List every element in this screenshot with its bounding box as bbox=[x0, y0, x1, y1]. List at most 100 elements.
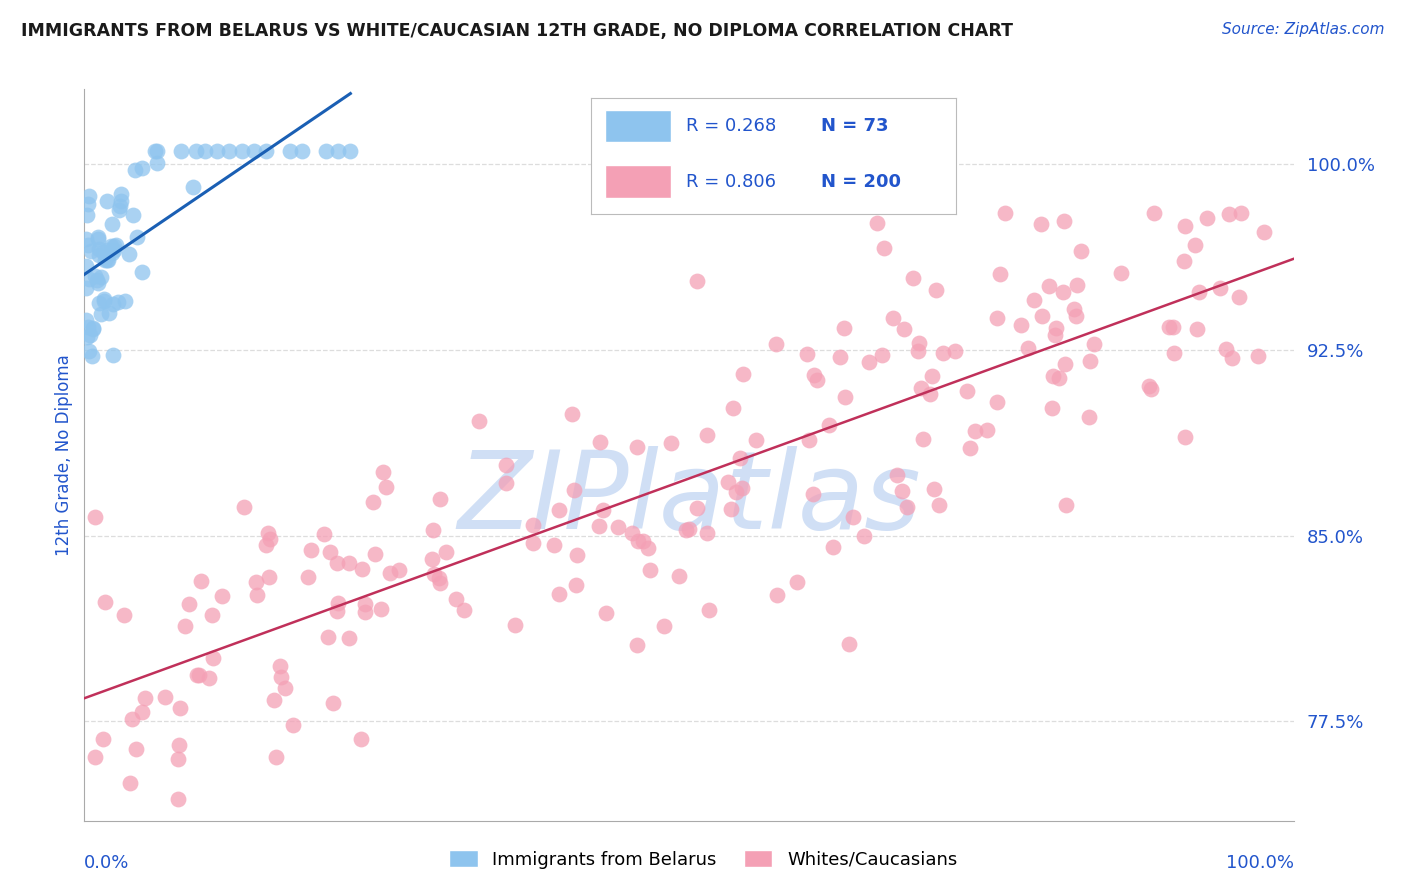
Point bbox=[1064, 310, 1087, 324]
Point bbox=[548, 587, 571, 601]
Point bbox=[1017, 341, 1039, 355]
Point bbox=[522, 517, 544, 532]
Point bbox=[565, 578, 588, 592]
Text: Source: ZipAtlas.com: Source: ZipAtlas.com bbox=[1222, 22, 1385, 37]
Point bbox=[548, 502, 571, 516]
Point bbox=[79, 328, 101, 343]
Point bbox=[233, 500, 256, 515]
Point bbox=[371, 465, 394, 479]
Point bbox=[592, 503, 614, 517]
Point bbox=[363, 495, 385, 509]
Point bbox=[89, 248, 111, 262]
Point bbox=[77, 197, 100, 211]
Point bbox=[678, 522, 700, 536]
Point bbox=[110, 198, 132, 212]
Point bbox=[1173, 254, 1195, 268]
Point bbox=[100, 239, 122, 253]
Point bbox=[627, 533, 650, 548]
Point bbox=[1077, 410, 1099, 425]
Text: 100.0%: 100.0% bbox=[1226, 854, 1294, 871]
Point bbox=[873, 241, 896, 255]
Point bbox=[429, 492, 451, 507]
Point bbox=[211, 589, 233, 603]
Point bbox=[207, 144, 229, 158]
Point bbox=[101, 297, 124, 311]
Point bbox=[181, 180, 204, 194]
Point bbox=[589, 434, 612, 449]
Point bbox=[620, 526, 643, 541]
Point bbox=[434, 545, 457, 559]
Point bbox=[75, 259, 97, 273]
Point bbox=[87, 232, 110, 246]
Legend: Immigrants from Belarus, Whites/Caucasians: Immigrants from Belarus, Whites/Caucasia… bbox=[441, 843, 965, 876]
Point bbox=[675, 523, 697, 537]
Point bbox=[567, 549, 589, 563]
Point bbox=[80, 244, 103, 258]
Text: N = 200: N = 200 bbox=[821, 173, 901, 191]
Point bbox=[1215, 342, 1237, 356]
Point bbox=[245, 575, 267, 590]
Point bbox=[315, 144, 337, 158]
Point bbox=[114, 293, 136, 308]
Point bbox=[82, 321, 104, 335]
Point bbox=[786, 575, 808, 590]
Point bbox=[1038, 279, 1060, 293]
Point bbox=[174, 619, 197, 633]
Y-axis label: 12th Grade, No Diploma: 12th Grade, No Diploma bbox=[55, 354, 73, 556]
Point bbox=[108, 203, 131, 218]
Point bbox=[1174, 219, 1197, 233]
Point bbox=[184, 144, 207, 158]
Point bbox=[322, 696, 344, 710]
Point bbox=[631, 533, 654, 548]
Point bbox=[326, 556, 349, 570]
Point bbox=[354, 598, 377, 612]
Point bbox=[828, 350, 851, 364]
Point bbox=[956, 384, 979, 398]
Text: ZIPlatlas: ZIPlatlas bbox=[457, 446, 921, 551]
Point bbox=[254, 537, 277, 551]
Point bbox=[1045, 327, 1067, 342]
Point bbox=[1070, 244, 1092, 258]
Point bbox=[842, 510, 865, 524]
Point bbox=[350, 731, 373, 746]
Point bbox=[1078, 353, 1101, 368]
Point bbox=[77, 343, 100, 358]
Point bbox=[297, 570, 319, 584]
Point bbox=[94, 253, 117, 268]
Point bbox=[1161, 319, 1184, 334]
Point bbox=[263, 692, 285, 706]
Point bbox=[312, 527, 335, 541]
Point bbox=[93, 292, 115, 306]
Point bbox=[231, 144, 253, 158]
Point bbox=[1163, 345, 1185, 359]
Point bbox=[1031, 309, 1053, 323]
Point bbox=[959, 441, 981, 455]
Point bbox=[921, 369, 943, 384]
Point bbox=[110, 187, 132, 202]
Point bbox=[77, 320, 100, 334]
Point bbox=[832, 321, 855, 335]
Point bbox=[316, 631, 339, 645]
Point bbox=[110, 194, 132, 209]
Point bbox=[96, 244, 118, 258]
Point bbox=[659, 436, 682, 450]
Point bbox=[1143, 206, 1166, 220]
Point bbox=[146, 156, 169, 170]
Point bbox=[246, 588, 269, 602]
Point bbox=[118, 247, 141, 261]
Point bbox=[1184, 238, 1206, 252]
Point bbox=[562, 483, 585, 498]
Point bbox=[218, 144, 240, 158]
Point bbox=[468, 414, 491, 428]
Point bbox=[97, 252, 120, 267]
Point bbox=[561, 408, 583, 422]
Point bbox=[77, 189, 100, 203]
Point bbox=[731, 481, 754, 495]
Point bbox=[299, 543, 322, 558]
Point bbox=[131, 265, 153, 279]
Point bbox=[1083, 336, 1105, 351]
Point bbox=[122, 208, 145, 222]
Point bbox=[696, 427, 718, 442]
Point bbox=[337, 556, 360, 570]
Point bbox=[696, 525, 718, 540]
